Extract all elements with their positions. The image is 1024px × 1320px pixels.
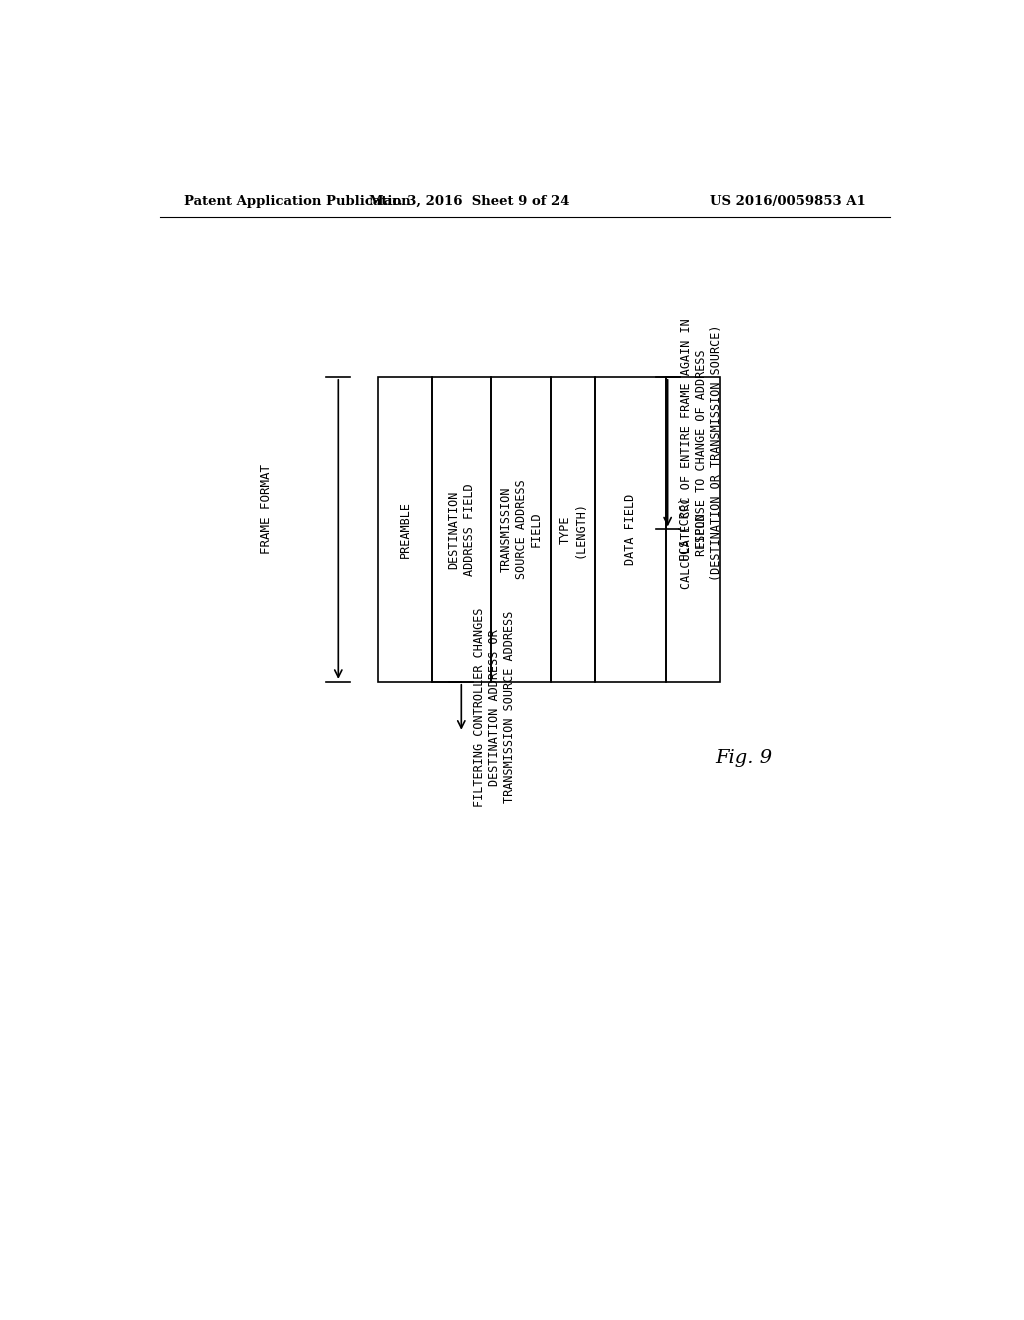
Text: PREAMBLE: PREAMBLE <box>398 500 412 558</box>
Bar <box>551 378 595 682</box>
Text: DESTINATION
ADDRESS FIELD: DESTINATION ADDRESS FIELD <box>447 483 476 576</box>
Text: Patent Application Publication: Patent Application Publication <box>183 194 411 207</box>
Text: Mar. 3, 2016  Sheet 9 of 24: Mar. 3, 2016 Sheet 9 of 24 <box>369 194 569 207</box>
Bar <box>378 378 432 682</box>
Text: DATA FIELD: DATA FIELD <box>624 494 637 565</box>
Text: TYPE
(LENGTH): TYPE (LENGTH) <box>559 500 587 558</box>
Text: FCS (CRC)
FIELD: FCS (CRC) FIELD <box>679 498 707 561</box>
Text: US 2016/0059853 A1: US 2016/0059853 A1 <box>711 194 866 207</box>
Bar <box>666 378 720 682</box>
Text: TRANSMISSION
SOURCE ADDRESS
FIELD: TRANSMISSION SOURCE ADDRESS FIELD <box>500 479 543 579</box>
Text: CALCULATE CRC OF ENTIRE FRAME AGAIN IN
RESPONSE TO CHANGE OF ADDRESS
(DESTINATIO: CALCULATE CRC OF ENTIRE FRAME AGAIN IN R… <box>680 318 723 589</box>
Bar <box>492 378 551 682</box>
Bar <box>595 378 666 682</box>
Text: FRAME FORMAT: FRAME FORMAT <box>260 465 273 554</box>
Bar <box>432 378 492 682</box>
Text: Fig. 9: Fig. 9 <box>715 748 772 767</box>
Text: FILTERING CONTROLLER CHANGES
DESTINATION ADDRESS OR
TRANSMISSION SOURCE ADDRESS: FILTERING CONTROLLER CHANGES DESTINATION… <box>473 607 516 807</box>
